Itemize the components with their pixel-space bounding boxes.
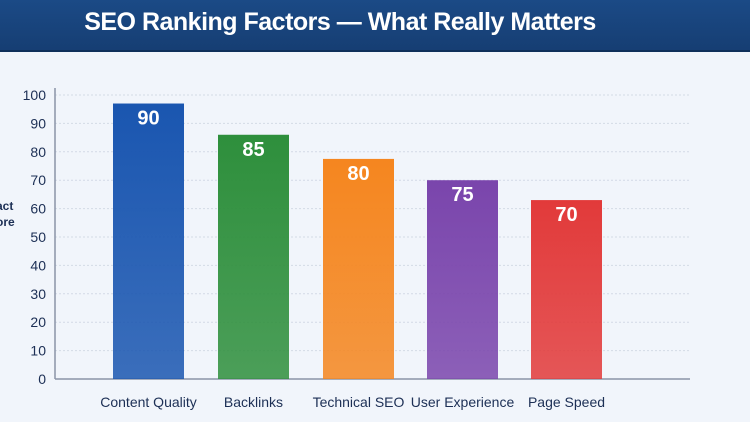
title-banner: SEO Ranking Factors — What Really Matter…: [0, 0, 750, 52]
y-tick-label: 0: [38, 371, 46, 387]
y-tick-label: 20: [30, 314, 46, 330]
data-label: 90: [137, 108, 159, 130]
x-tick-label: Content Quality: [100, 394, 197, 410]
x-tick-label: Technical SEO: [313, 394, 405, 410]
chart-title: SEO Ranking Factors — What Really Matter…: [84, 8, 596, 36]
x-tick-label: Page Speed: [528, 394, 605, 410]
data-label: 75: [451, 184, 473, 206]
data-label: 80: [347, 163, 369, 185]
bar-page-speed: [531, 200, 602, 379]
x-tick-label: User Experience: [411, 394, 515, 410]
bar-content-quality: [113, 103, 184, 380]
x-tick-label: Backlinks: [224, 394, 283, 410]
data-label: 85: [242, 139, 264, 161]
y-tick-label: 100: [23, 87, 47, 103]
y-tick-label: 90: [30, 115, 46, 131]
y-tick-label: 40: [30, 257, 46, 273]
bar-user-experience: [427, 180, 498, 379]
bar-technical-seo: [323, 158, 394, 379]
y-tick-label: 10: [30, 343, 46, 359]
data-label: 70: [555, 204, 577, 226]
y-tick-label: 80: [30, 144, 46, 160]
y-tick-label: 30: [30, 286, 46, 302]
y-tick-label: 70: [30, 172, 46, 188]
y-axis-label-line-2: ore: [0, 215, 15, 229]
y-axis-label-line-1: act: [0, 199, 14, 213]
bar-backlinks: [218, 134, 289, 379]
y-tick-label: 50: [30, 229, 46, 245]
y-tick-label: 60: [30, 201, 46, 217]
